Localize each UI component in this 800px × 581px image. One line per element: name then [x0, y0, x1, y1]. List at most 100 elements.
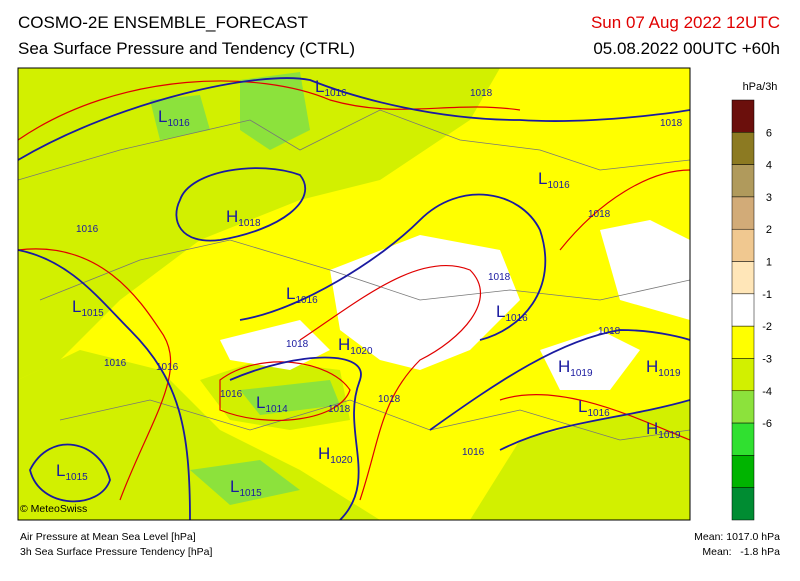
tendency-isoline [499, 393, 690, 441]
isobar-label: 1018 [470, 88, 493, 99]
footer-line: 3h Sea Surface Pressure Tendency [hPa] [20, 546, 213, 558]
system-value: 1016 [324, 88, 347, 99]
system-value: 1018 [238, 218, 261, 229]
system-value: 1016 [587, 408, 610, 419]
system-value: 1016 [167, 118, 190, 129]
border [59, 399, 690, 441]
system-type: H [226, 207, 238, 226]
isobar-label: 1016 [104, 358, 127, 369]
system-type: L [72, 297, 81, 316]
legend-swatch [731, 132, 755, 165]
legend-swatch [731, 99, 755, 133]
pressure-system: L1016 [158, 107, 190, 129]
map-frame [17, 67, 691, 521]
pressure-system: L1016 [496, 302, 528, 324]
tendency-area [190, 460, 300, 505]
pressure-system: L1015 [56, 461, 88, 483]
isobar [429, 329, 690, 431]
legend-label: -2 [762, 321, 772, 333]
pressure-system: L1016 [578, 397, 610, 419]
footer-line: Air Pressure at Mean Sea Level [hPa] [20, 531, 196, 543]
isobar-label: 1016 [76, 224, 99, 235]
tendency-area [330, 235, 520, 370]
system-type: L [158, 107, 167, 126]
legend-label: 6 [766, 127, 772, 139]
legend: 6 4 3 2 1 -1 -2 -3 -4 -6 [731, 99, 772, 521]
legend-swatch [731, 422, 755, 456]
pressure-system: L1014 [256, 393, 288, 415]
system-type: L [496, 302, 505, 321]
legend-label: -4 [762, 386, 772, 398]
pressure-system: H1019 [646, 419, 681, 441]
system-value: 1015 [81, 308, 104, 319]
tendency-area [240, 72, 310, 150]
isobar [239, 193, 547, 341]
system-value: 1016 [295, 295, 318, 306]
system-type: L [538, 169, 547, 188]
legend-swatch [731, 455, 755, 488]
isobar-label: 1016 [220, 389, 243, 400]
tendency-area [150, 95, 210, 140]
isobar-label: 1018 [488, 272, 511, 283]
mean-pressure: Mean: 1017.0 hPa [694, 531, 780, 543]
copyright: © MeteoSwiss [20, 503, 87, 515]
system-type: L [230, 477, 239, 496]
legend-swatch [731, 196, 755, 230]
legend-swatch [731, 358, 755, 392]
system-type: H [318, 444, 330, 463]
legend-label: -1 [762, 289, 772, 301]
pressure-system: H1020 [318, 444, 353, 466]
isobar [229, 356, 362, 520]
pressure-system: H1019 [558, 357, 593, 379]
isobar [18, 77, 690, 161]
mean-tendency: Mean: -1.8 hPa [702, 546, 780, 558]
pressure-system: L1016 [315, 77, 347, 99]
system-type: H [338, 335, 350, 354]
border [39, 239, 690, 301]
isobar-label: 1018 [598, 326, 621, 337]
system-value: 1020 [350, 346, 373, 357]
isobar [499, 399, 690, 451]
system-type: L [56, 461, 65, 480]
tendency-isoline [559, 169, 690, 251]
legend-swatch [731, 164, 755, 198]
legend-label: -3 [762, 353, 772, 365]
isobar [175, 167, 307, 242]
system-value: 1020 [330, 455, 353, 466]
tendency-isoline [18, 80, 521, 141]
tendency-area [240, 380, 340, 415]
legend-label: 1 [766, 257, 772, 269]
tendency-isoline [299, 264, 482, 501]
legend-swatch [731, 390, 755, 424]
isobar [29, 443, 111, 503]
pressure-system: L1015 [72, 297, 104, 319]
isobar-label: 1016 [462, 447, 485, 458]
pressure-system: H1018 [226, 207, 261, 229]
pressure-system: L1015 [230, 477, 262, 499]
tendency-isoline [219, 361, 351, 421]
map [18, 68, 690, 520]
pressure-system: H1019 [646, 357, 681, 379]
system-value: 1015 [239, 488, 262, 499]
pressure-system: L1016 [286, 284, 318, 306]
system-type: H [646, 419, 658, 438]
isobar-label: 1018 [588, 209, 611, 220]
tendency-area [220, 320, 330, 370]
pressure-system: L1016 [538, 169, 570, 191]
system-value: 1019 [658, 430, 681, 441]
system-type: L [286, 284, 295, 303]
valid-time: Sun 07 Aug 2022 12UTC [591, 13, 780, 32]
system-type: L [578, 397, 587, 416]
system-value: 1019 [570, 368, 593, 379]
legend-label: 4 [766, 160, 772, 172]
tendency-area [540, 330, 640, 390]
legend-swatch [731, 261, 755, 295]
system-type: L [256, 393, 265, 412]
isobar-label: 1016 [156, 362, 179, 373]
isobar [18, 249, 191, 520]
legend-swatch [731, 487, 755, 521]
legend-label: 3 [766, 192, 772, 204]
run-time: 05.08.2022 00UTC +60h [593, 39, 780, 58]
